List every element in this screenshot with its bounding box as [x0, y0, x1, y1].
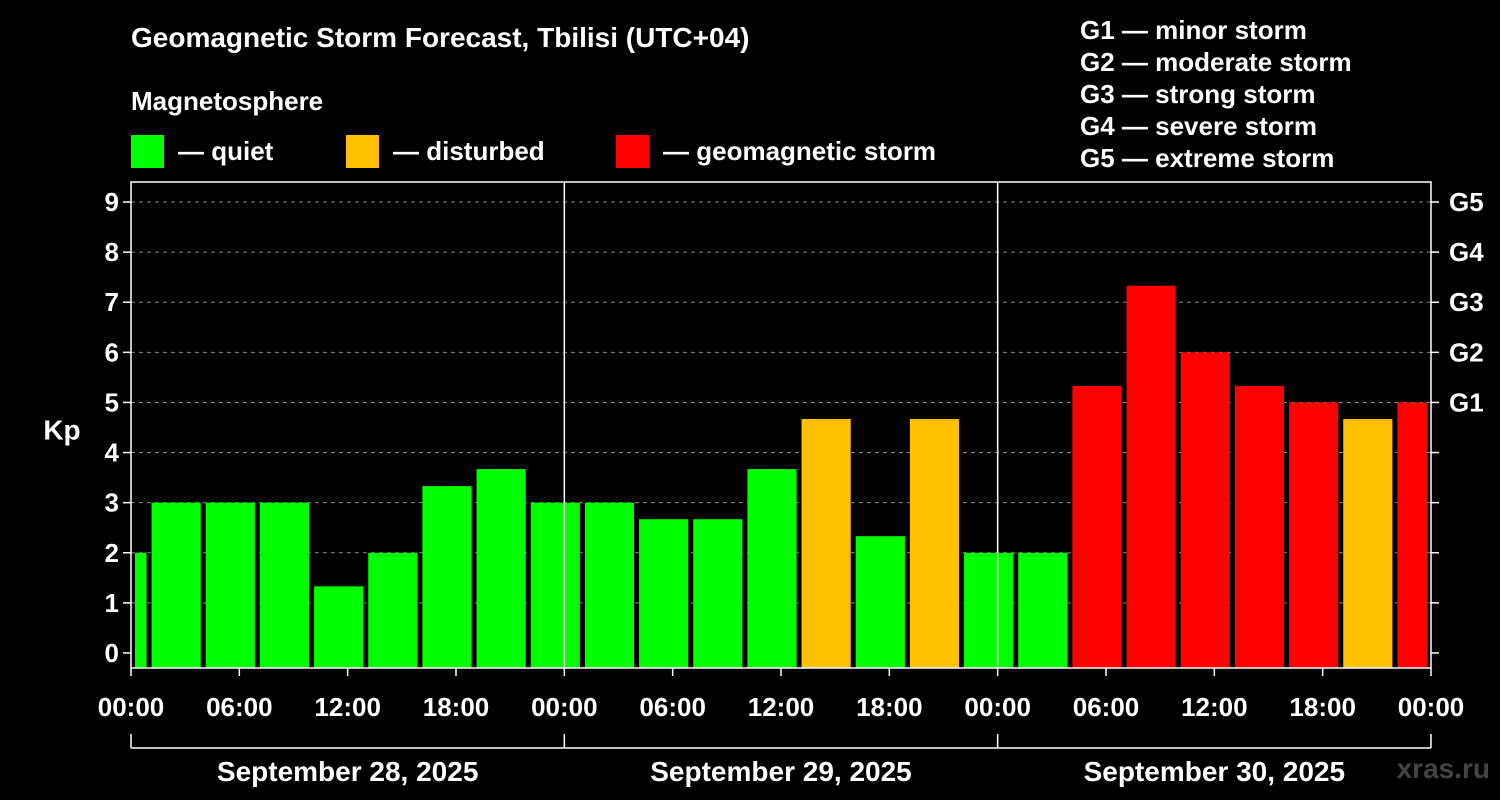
storm-level-g1: G1 — minor storm: [1080, 15, 1307, 45]
chart-subtitle: Magnetosphere: [131, 86, 324, 116]
bar-quiet: [135, 552, 147, 668]
g-level-label: G2: [1449, 337, 1484, 367]
x-tick-label: 12:00: [1181, 692, 1248, 722]
watermark: xras.ru: [1396, 753, 1490, 784]
y-tick-label: 1: [105, 588, 119, 618]
bar-quiet: [151, 502, 201, 668]
y-tick-label: 5: [105, 387, 119, 417]
bar-quiet: [530, 502, 580, 668]
x-tick-label: 06:00: [1073, 692, 1140, 722]
g-level-label: G5: [1449, 187, 1484, 217]
storm-level-g3: G3 — strong storm: [1080, 79, 1316, 109]
bar-disturbed: [909, 418, 960, 668]
x-tick-label: 00:00: [98, 692, 165, 722]
y-tick-label: 3: [105, 488, 119, 518]
legend-swatch-quiet: [131, 134, 164, 168]
legend-swatch-storm: [616, 134, 649, 168]
x-tick-label: 18:00: [423, 692, 490, 722]
bar-quiet: [693, 519, 743, 668]
y-tick-label: 7: [105, 287, 119, 317]
bar-quiet: [584, 502, 635, 668]
bar-quiet: [964, 552, 1014, 668]
storm-level-list: G1 — minor storm G2 — moderate storm G3 …: [1080, 14, 1352, 174]
bar-quiet: [368, 552, 418, 668]
day-label: September 29, 2025: [650, 756, 912, 787]
g-level-label: G1: [1449, 387, 1484, 417]
x-tick-label: 12:00: [748, 692, 815, 722]
bar-disturbed: [801, 418, 851, 668]
legend-label-storm: — geomagnetic storm: [663, 135, 937, 166]
x-tick-label: 06:00: [639, 692, 706, 722]
bar-quiet: [205, 502, 255, 668]
bar-storm: [1234, 385, 1285, 668]
day-label: September 28, 2025: [217, 756, 479, 787]
storm-level-g2: G2 — moderate storm: [1080, 47, 1352, 77]
bar-quiet: [259, 502, 310, 668]
bar-storm: [1289, 402, 1339, 668]
y-tick-label: 2: [105, 538, 119, 568]
y-tick-label: 8: [105, 237, 119, 267]
bar-storm: [1072, 385, 1122, 668]
legend-item-disturbed: — disturbed: [346, 134, 545, 168]
x-tick-label: 00:00: [964, 692, 1031, 722]
y-tick-label: 9: [105, 187, 119, 217]
x-tick-label: 06:00: [206, 692, 273, 722]
bar-disturbed: [1343, 418, 1393, 668]
x-tick-label: 18:00: [856, 692, 923, 722]
legend-item-storm: — geomagnetic storm: [616, 134, 936, 168]
bar-quiet: [1018, 552, 1068, 668]
legend-item-quiet: — quiet: [131, 134, 273, 168]
bar-storm: [1397, 402, 1427, 668]
x-tick-label: 00:00: [531, 692, 598, 722]
y-tick-label: 4: [105, 438, 120, 468]
bar-storm: [1126, 285, 1176, 668]
bar-quiet: [476, 469, 526, 668]
bar-quiet: [314, 586, 364, 668]
y-tick-label: 0: [105, 638, 119, 668]
storm-level-g5: G5 — extreme storm: [1080, 143, 1335, 173]
bar-quiet: [422, 486, 472, 668]
bar-quiet: [747, 469, 797, 668]
storm-level-g4: G4 — severe storm: [1080, 111, 1318, 141]
x-tick-label: 18:00: [1289, 692, 1356, 722]
chart-title: Geomagnetic Storm Forecast, Tbilisi (UTC…: [131, 22, 750, 53]
g-level-label: G3: [1449, 287, 1484, 317]
bar-quiet: [639, 519, 689, 668]
y-tick-label: 6: [105, 337, 119, 367]
legend-label-quiet: — quiet: [178, 135, 274, 166]
legend-swatch-disturbed: [346, 134, 379, 168]
g-level-label: G4: [1449, 237, 1484, 267]
day-label: September 30, 2025: [1084, 756, 1346, 787]
x-tick-label: 00:00: [1398, 692, 1465, 722]
y-axis-label: Kp: [43, 415, 80, 446]
bar-storm: [1180, 352, 1230, 668]
bar-quiet: [855, 536, 905, 668]
x-tick-label: 12:00: [314, 692, 381, 722]
legend-label-disturbed: — disturbed: [393, 135, 545, 166]
